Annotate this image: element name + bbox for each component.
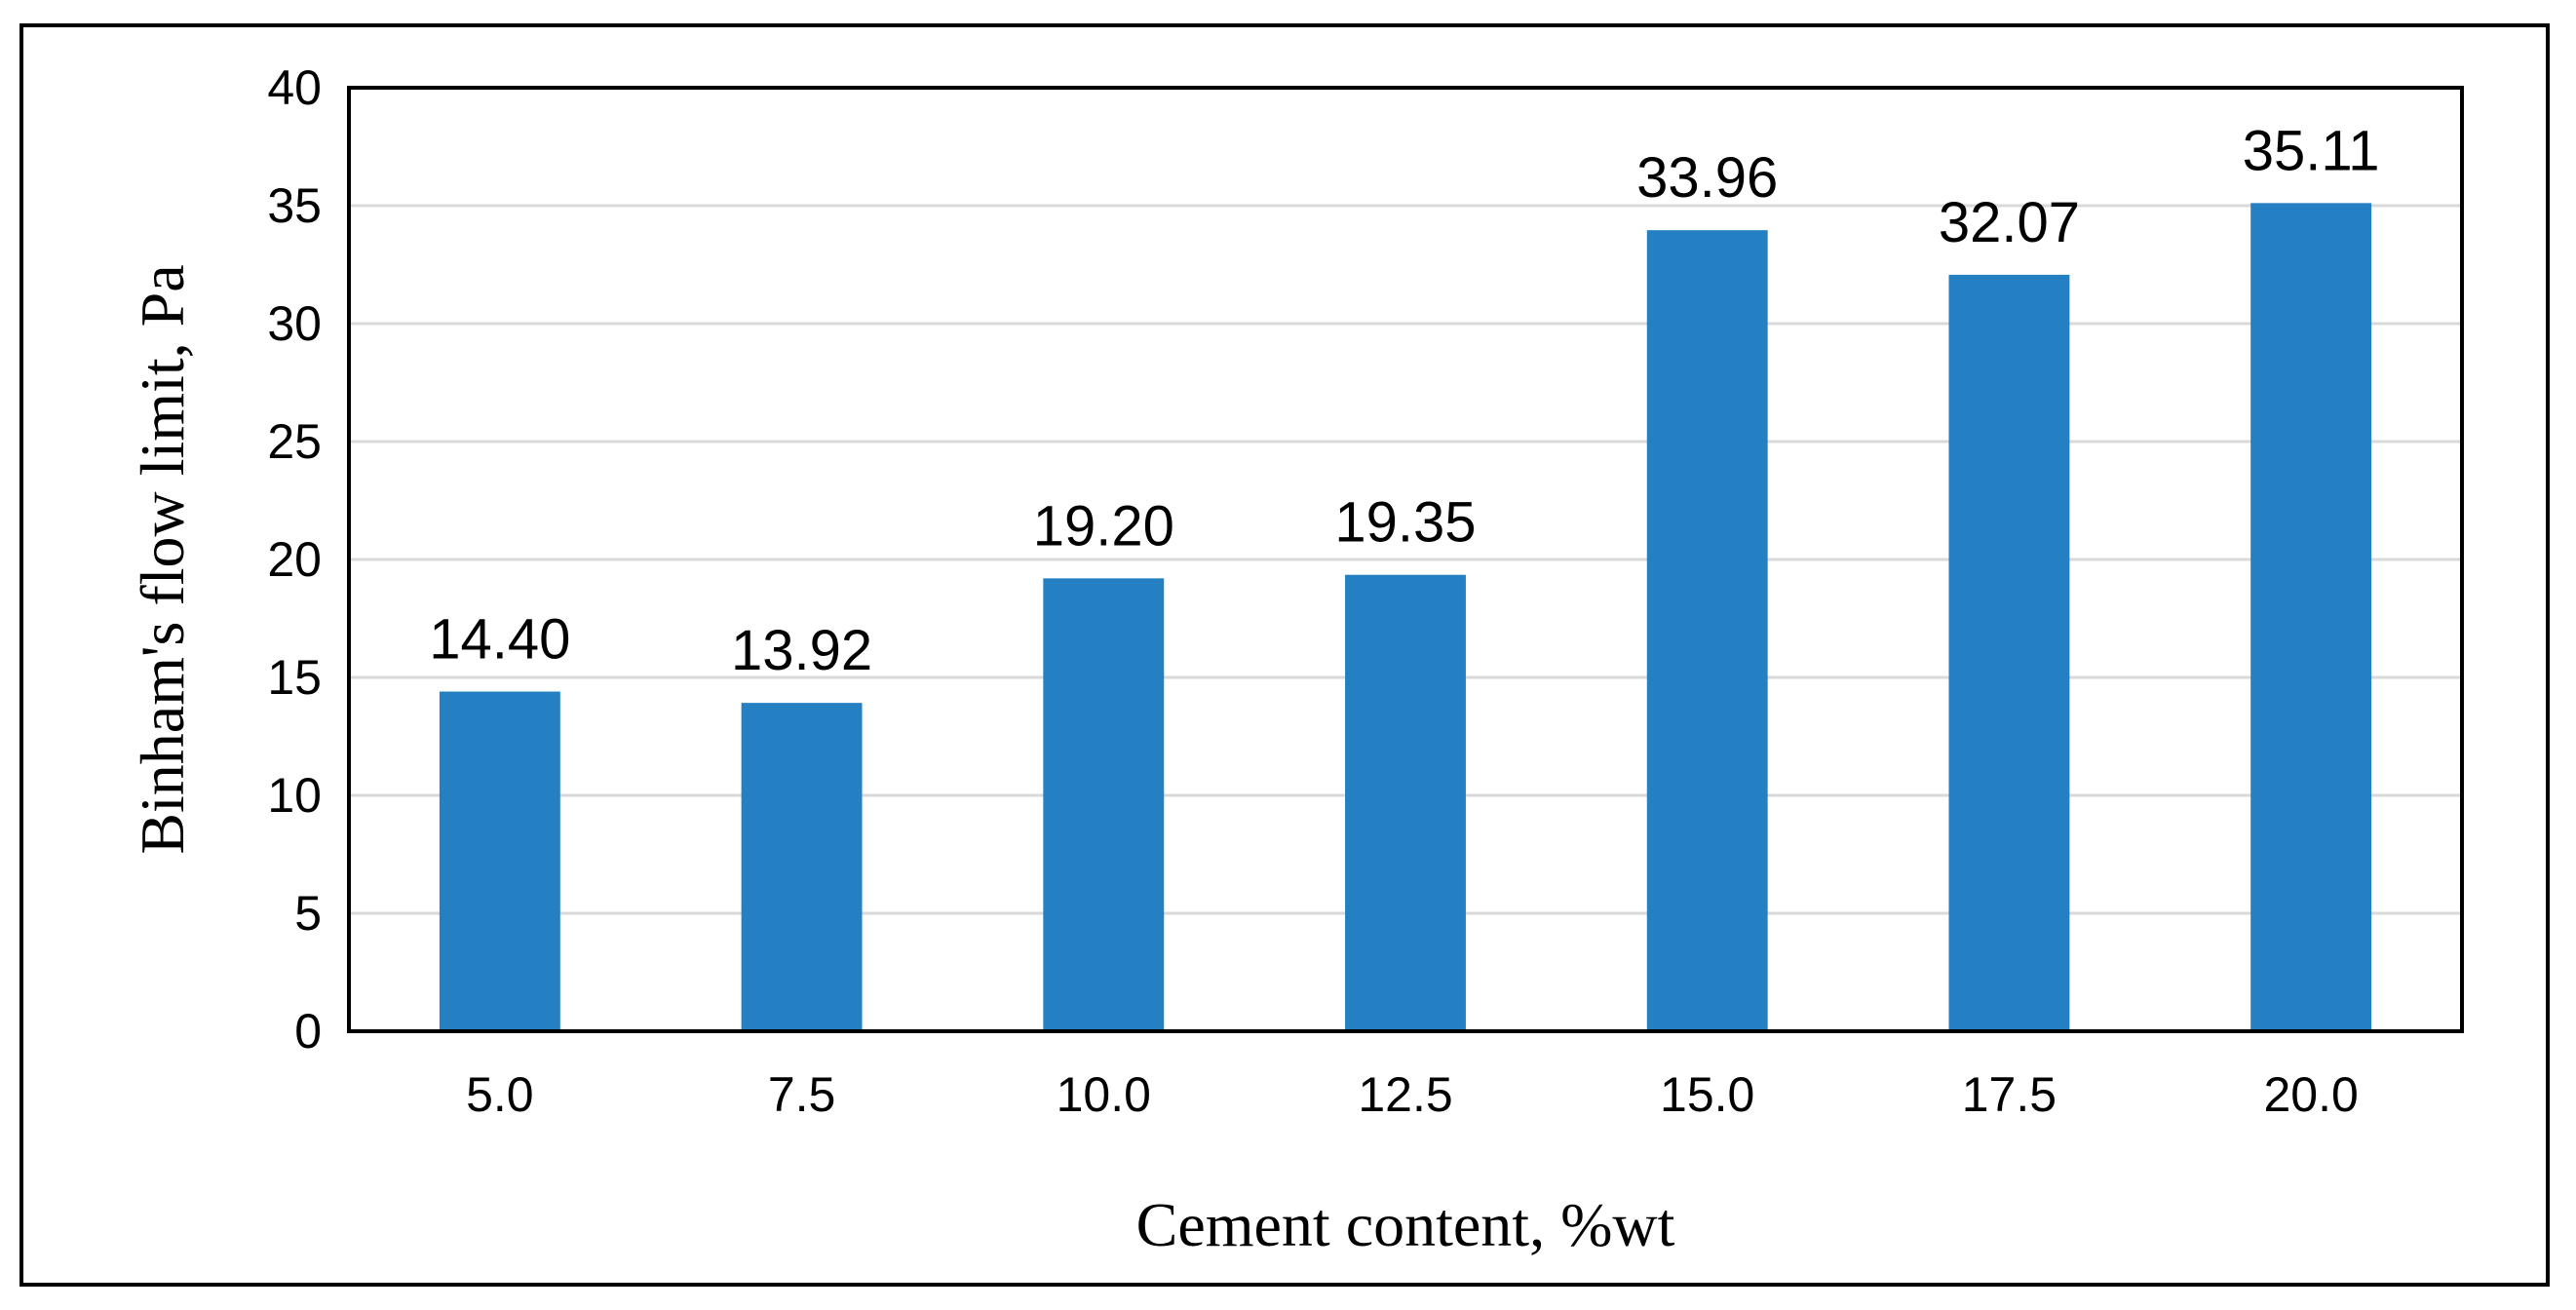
chart-frame <box>19 23 2550 1287</box>
bar-value-label: 35.11 <box>2243 119 2380 182</box>
bar <box>1646 230 1768 1032</box>
bars <box>439 203 2372 1032</box>
bar <box>741 703 863 1031</box>
plot-area-border <box>347 86 2464 1033</box>
x-tick-label: 20.0 <box>2263 1067 2358 1122</box>
y-tick-label: 5 <box>294 886 322 941</box>
bar-value-label: 33.96 <box>1636 146 1778 210</box>
x-tick-label: 17.5 <box>1962 1067 2057 1122</box>
y-tick-label: 30 <box>267 296 322 351</box>
y-axis-title: Binham's flow limit, Pa <box>128 264 197 854</box>
bar-value-label: 19.35 <box>1334 491 1476 555</box>
bar-value-label: 19.20 <box>1033 494 1174 558</box>
y-tick-label: 40 <box>267 60 322 115</box>
x-tick-label: 5.0 <box>466 1067 534 1122</box>
x-axis-ticks: 5.0 7.5 10.0 12.5 15.0 17.5 20.0 <box>466 1067 2359 1122</box>
bar-value-label: 14.40 <box>429 608 570 672</box>
bar <box>1043 578 1165 1031</box>
y-tick-label: 25 <box>267 414 322 469</box>
bar-value-label: 32.07 <box>1939 191 2080 254</box>
data-labels: 14.40 13.92 19.20 19.35 33.96 32.07 35.11 <box>429 119 2379 682</box>
bar <box>2250 203 2372 1031</box>
bar <box>1948 274 2070 1031</box>
x-tick-label: 10.0 <box>1057 1067 1151 1122</box>
gridlines <box>349 204 2462 915</box>
y-tick-label: 20 <box>267 532 322 587</box>
x-tick-label: 15.0 <box>1660 1067 1754 1122</box>
y-tick-label: 15 <box>267 650 322 705</box>
x-tick-label: 12.5 <box>1358 1067 1452 1122</box>
bar-value-label: 13.92 <box>731 619 872 682</box>
y-tick-label: 0 <box>294 1004 322 1059</box>
bar <box>1345 574 1466 1031</box>
y-axis-ticks: 0 5 10 15 20 25 30 35 40 <box>267 60 322 1059</box>
y-tick-label: 10 <box>267 768 322 823</box>
y-tick-label: 35 <box>267 178 322 233</box>
x-axis-title: Cement content, %wt <box>1136 1190 1675 1259</box>
x-tick-label: 7.5 <box>768 1067 836 1122</box>
bar <box>439 691 560 1031</box>
